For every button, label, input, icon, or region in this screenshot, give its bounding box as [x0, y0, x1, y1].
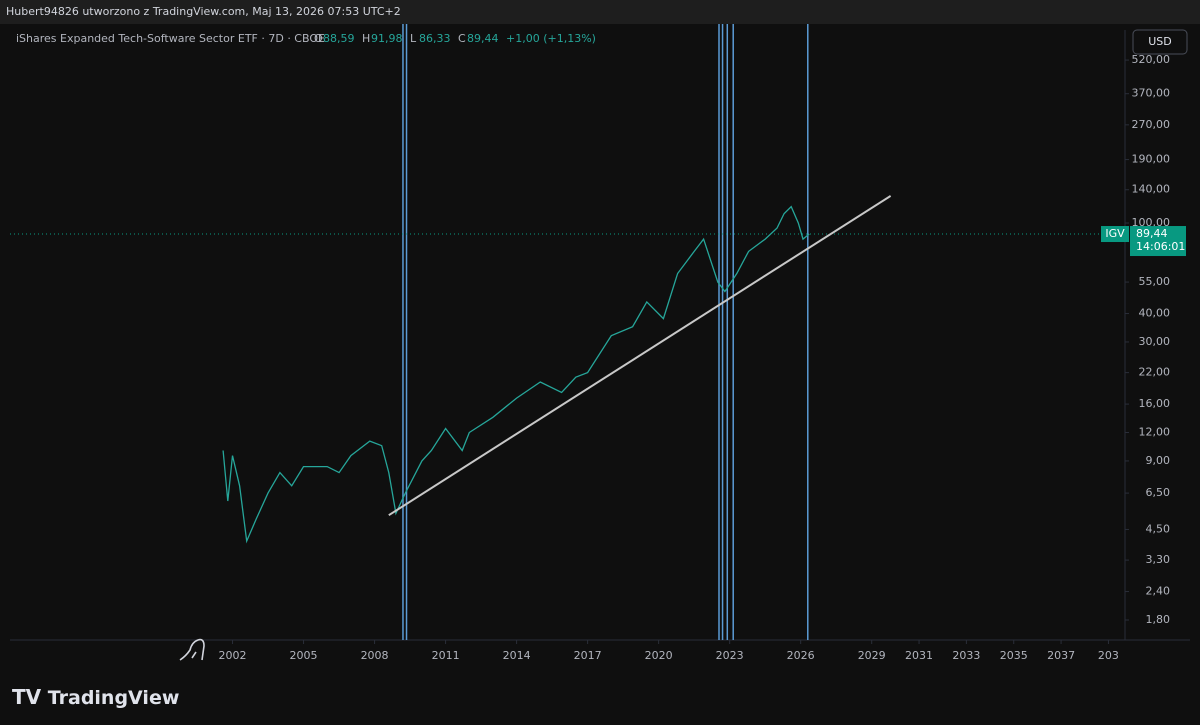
x-tick-label: 2035: [1000, 649, 1028, 662]
y-tick-label: 55,00: [1139, 275, 1171, 288]
ohlc: O 88,59 H 91,98 L 86,33 C 89,44 +1,00 (+1,13%): [314, 32, 596, 45]
y-tick-label: 2,40: [1146, 585, 1171, 598]
y-tick-label: 22,00: [1139, 366, 1171, 379]
y-tick-label: 40,00: [1139, 307, 1171, 320]
header: Hubert94826 utworzono z TradingView.com,…: [0, 0, 1200, 24]
ohlc-value: 91,98: [371, 32, 403, 45]
y-tick-label: 9,00: [1146, 454, 1171, 467]
ohlc-value: 88,59: [323, 32, 355, 45]
x-tick-label: 2008: [361, 649, 389, 662]
brand: 𝗧𝗩 TradingView: [12, 685, 180, 709]
x-tick-label: 2002: [219, 649, 247, 662]
logo-icon: [179, 638, 205, 661]
x-tick-label: 2031: [905, 649, 933, 662]
y-tick-label: 3,30: [1146, 553, 1171, 566]
x-tick-label: 2037: [1047, 649, 1075, 662]
x-tick-label: 2020: [645, 649, 673, 662]
x-tick-label: 2033: [952, 649, 980, 662]
y-tick-label: 30,00: [1139, 335, 1171, 348]
y-tick-label: 190,00: [1132, 153, 1171, 166]
y-tick-label: 270,00: [1132, 118, 1171, 131]
chart: USD iShares Expanded Tech-Software Secto…: [10, 24, 1190, 662]
y-tick-label: 6,50: [1146, 486, 1171, 499]
price-badge: [1130, 226, 1186, 257]
symbol-badge: [1101, 226, 1129, 243]
y-tick-label: 140,00: [1132, 183, 1171, 196]
y-tick-label: 16,00: [1139, 397, 1171, 410]
currency[interactable]: USD: [1148, 35, 1172, 48]
x-tick-label: 2005: [290, 649, 318, 662]
x-tick-label: 2014: [503, 649, 531, 662]
price-line: [222, 205, 810, 544]
price-label: 89,44: [1136, 227, 1168, 240]
x-tick-label: 2026: [787, 649, 815, 662]
ohlc-key: H: [362, 32, 370, 45]
y-tick-label: 100,00: [1132, 216, 1171, 229]
ohlc-value: 89,44: [467, 32, 499, 45]
price-line: [388, 195, 892, 517]
currency-button[interactable]: [1132, 29, 1188, 55]
symbol: IGV: [1105, 227, 1125, 240]
ohlc-key: L: [410, 32, 417, 45]
ohlc-key: O: [314, 32, 323, 45]
ohlc-value: 86,33: [419, 32, 451, 45]
x-tick-label: 203: [1098, 649, 1119, 662]
x-tick-label: 2017: [574, 649, 602, 662]
plot-area: [10, 30, 1125, 640]
x-tick-label: 2011: [432, 649, 460, 662]
y-tick-label: 12,00: [1139, 426, 1171, 439]
y-tick-label: 370,00: [1132, 87, 1171, 100]
x-tick-label: 2023: [716, 649, 744, 662]
legend-title: iShares Expanded Tech-Software Sector ET…: [16, 32, 325, 45]
y-tick-label: 4,50: [1146, 522, 1171, 535]
y-tick-label: 520,00: [1132, 53, 1171, 66]
y-tick-label: 1,80: [1146, 613, 1171, 626]
brand-text: TradingView: [47, 687, 180, 709]
x-tick-label: 2029: [858, 649, 886, 662]
ohlc-key: C: [458, 32, 466, 45]
ohlc-change: +1,00 (+1,13%): [506, 32, 596, 45]
timer: 14:06:01: [1136, 240, 1185, 253]
